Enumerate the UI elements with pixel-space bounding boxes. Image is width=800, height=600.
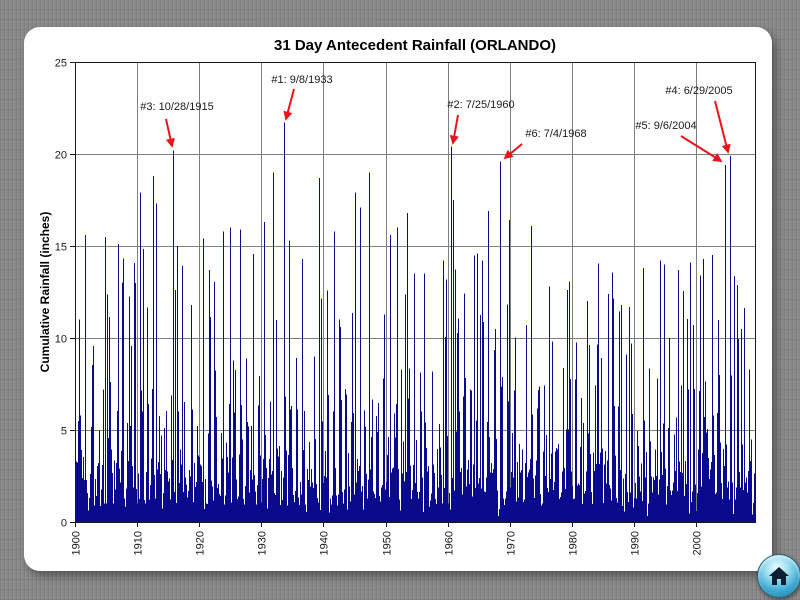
y-tick-label: 20: [55, 150, 67, 162]
annotation-peak-4: #4: 6/29/2005: [665, 85, 733, 154]
annotation-arrow: [714, 100, 731, 154]
x-tick-label: 2000: [692, 531, 704, 555]
x-tick-label: 1990: [630, 531, 642, 555]
annotation-label: #5: 9/6/2004: [635, 120, 696, 132]
gridlines: [75, 62, 755, 522]
annotation-arrow: [283, 88, 295, 121]
home-button[interactable]: [757, 554, 800, 598]
annotation-arrow: [503, 143, 523, 160]
annotation-peak-5: #5: 9/6/2004: [635, 120, 723, 162]
annotation-arrow: [165, 118, 175, 148]
chart-title: 31 Day Antecedent Rainfall (ORLANDO): [274, 37, 556, 54]
annotation-label: #3: 10/28/1915: [140, 101, 213, 113]
y-tick-label: 25: [55, 58, 67, 70]
y-tick-label: 15: [55, 242, 67, 254]
rainfall-bars: [75, 122, 755, 522]
x-tick-label: 1980: [568, 531, 580, 555]
axis-tick-labels: 0 5 10 15 20 25 1900 1910 1920 1930 1940 1950 1960 19…: [55, 58, 704, 556]
x-tick-label: 1960: [444, 531, 456, 555]
axis-ticks: [70, 62, 697, 527]
annotation-label: #1: 9/8/1933: [271, 74, 332, 86]
x-tick-label: 1940: [319, 531, 331, 555]
annotation-label: #6: 7/4/1968: [525, 128, 586, 140]
x-tick-label: 1910: [133, 531, 145, 555]
y-tick-label: 5: [61, 426, 67, 438]
chart-card: 31 Day Antecedent Rainfall (ORLANDO) Cum…: [24, 27, 772, 571]
x-tick-label: 1900: [71, 531, 83, 555]
annotation-peak-3: #3: 10/28/1915: [140, 101, 214, 148]
rainfall-chart: 0 5 10 15 20 25 1900 1910 1920 1930 1940 1950 1960 19…: [55, 58, 756, 556]
home-icon: [769, 567, 789, 585]
x-tick-label: 1920: [195, 531, 207, 555]
x-tick-label: 1950: [382, 531, 394, 555]
x-tick-label: 1930: [257, 531, 269, 555]
annotation-arrow: [449, 114, 459, 145]
annotation-peak-6: #6: 7/4/1968: [503, 128, 587, 160]
y-tick-label: 10: [55, 334, 67, 346]
plot-frame: [75, 62, 756, 523]
annotation-peak-2: #2: 7/25/1960: [447, 99, 515, 145]
annotation-label: #2: 7/25/1960: [447, 99, 514, 111]
annotation-peak-1: #1: 9/8/1933: [271, 74, 333, 121]
annotation-arrow: [680, 135, 723, 162]
y-tick-label: 0: [61, 518, 67, 530]
x-tick-label: 1970: [506, 531, 518, 555]
annotation-label: #4: 6/29/2005: [665, 85, 732, 97]
